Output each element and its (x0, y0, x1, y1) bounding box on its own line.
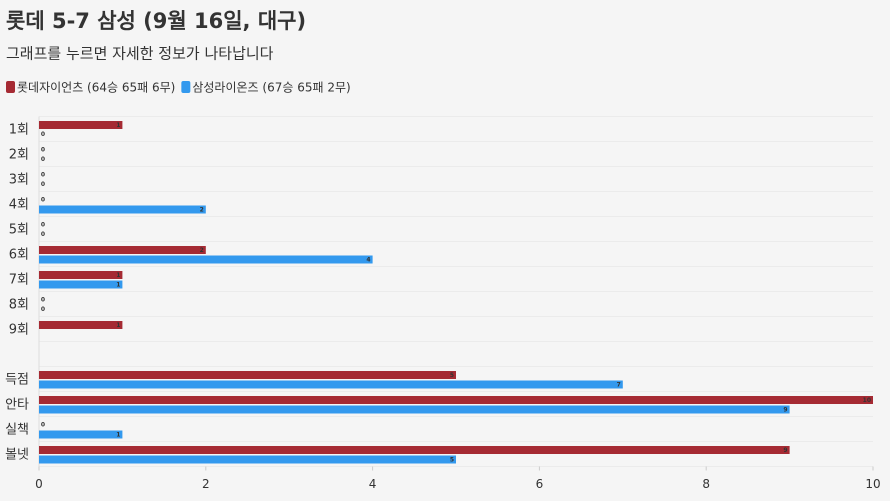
bar[interactable] (39, 371, 456, 379)
data-label: 1 (116, 322, 120, 329)
data-label: 0 (41, 172, 45, 179)
data-label: 4 (366, 257, 370, 264)
data-label: 0 (41, 197, 45, 204)
bar[interactable] (39, 205, 206, 214)
data-label: 1 (116, 432, 120, 439)
x-tick-label: 8 (702, 477, 710, 491)
data-label: 0 (41, 306, 45, 313)
x-tick-label: 4 (369, 477, 377, 491)
y-tick-label: 1회 (9, 123, 29, 138)
data-label: 10 (863, 397, 871, 404)
bar[interactable] (39, 121, 123, 129)
legend-label: 삼성라이온즈 (67승 65패 2무) (192, 81, 350, 95)
data-label: 0 (41, 181, 45, 188)
y-tick-label: 4회 (9, 198, 29, 213)
data-label: 0 (41, 422, 45, 429)
data-label: 1 (116, 282, 120, 289)
data-label: 0 (41, 222, 45, 229)
bar[interactable] (39, 246, 206, 254)
bar[interactable] (39, 321, 123, 329)
bar[interactable] (39, 271, 123, 279)
y-tick-label: 5회 (9, 223, 29, 238)
data-label: 0 (41, 131, 45, 138)
legend-swatch (6, 81, 15, 93)
y-tick-label: 7회 (9, 273, 29, 288)
data-label: 1 (116, 272, 120, 279)
x-tick-label: 2 (202, 477, 210, 491)
bar[interactable] (39, 405, 790, 414)
data-label: 0 (41, 156, 45, 163)
bar[interactable] (39, 380, 623, 389)
bar[interactable] (39, 280, 123, 289)
chart-subtitle: 그래프를 누르면 자세한 정보가 나타납니다 (6, 45, 274, 63)
bar[interactable] (39, 430, 123, 439)
y-tick-label: 9회 (9, 323, 29, 338)
y-tick-label: 안타 (5, 398, 29, 413)
x-tick-label: 10 (865, 477, 880, 491)
data-label: 7 (617, 382, 621, 389)
data-label: 9 (783, 407, 787, 414)
data-label: 5 (450, 372, 454, 379)
data-label: 5 (450, 457, 454, 464)
data-label: 0 (41, 297, 45, 304)
x-tick-label: 6 (536, 477, 544, 491)
y-tick-label: 6회 (9, 248, 29, 263)
data-label: 0 (41, 231, 45, 238)
data-label: 2 (200, 207, 204, 214)
bar[interactable] (39, 446, 790, 454)
data-label: 0 (41, 147, 45, 154)
data-label: 1 (116, 122, 120, 129)
chart-title: 롯데 5-7 삼성 (9월 16일, 대구) (6, 9, 306, 33)
bar[interactable] (39, 255, 373, 264)
data-label: 9 (783, 447, 787, 454)
y-tick-label: 3회 (9, 173, 29, 188)
x-tick-label: 0 (35, 477, 43, 491)
y-tick-label: 8회 (9, 298, 29, 313)
y-tick-label: 득점 (5, 373, 29, 388)
data-label: 2 (200, 247, 204, 254)
y-tick-label: 실책 (5, 423, 29, 438)
legend-label: 롯데자이언츠 (64승 65패 6무) (17, 81, 175, 95)
y-tick-label: 볼넷 (5, 448, 29, 463)
bar[interactable] (39, 396, 873, 404)
y-tick-label: 2회 (9, 148, 29, 163)
bar[interactable] (39, 455, 456, 464)
legend-swatch (181, 81, 191, 93)
